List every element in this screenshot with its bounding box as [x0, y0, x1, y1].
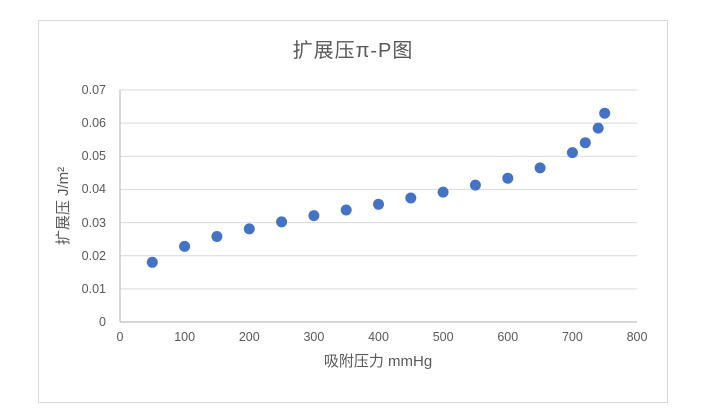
data-point	[599, 107, 611, 119]
data-point	[469, 179, 481, 191]
data-point	[437, 186, 449, 198]
y-tick-label: 0.04	[81, 182, 106, 197]
y-tick-label: 0.06	[81, 116, 106, 131]
data-point	[373, 198, 384, 210]
data-point	[579, 137, 591, 149]
x-tick-label: 600	[497, 330, 519, 344]
x-tick-label: 400	[368, 330, 389, 344]
data-point	[405, 192, 417, 204]
x-tick-label: 700	[561, 330, 583, 344]
data-point	[179, 240, 191, 252]
data-point	[340, 204, 352, 216]
x-tick-label: 100	[174, 330, 196, 344]
data-point	[243, 223, 255, 235]
y-tick-label: 0.03	[81, 215, 106, 230]
x-tick-label: 0	[116, 330, 124, 344]
data-point	[534, 162, 546, 174]
x-tick-label: 800	[626, 330, 648, 344]
y-tick-label: 0.07	[81, 83, 106, 97]
y-tick-label: 0.01	[81, 281, 106, 296]
data-point	[211, 231, 223, 242]
chart-title: 扩展压π-P图	[292, 40, 414, 62]
y-tick-label: 0.05	[81, 149, 106, 164]
chart-area-border	[38, 20, 668, 403]
data-point	[592, 122, 604, 134]
x-tick-label: 500	[432, 330, 454, 344]
x-axis-title: 吸附压力 mmHg	[323, 353, 433, 370]
y-tick-label: 0.02	[81, 248, 106, 263]
y-tick-label: 0	[99, 315, 106, 329]
data-point	[502, 172, 514, 184]
x-tick-label: 300	[303, 330, 325, 344]
data-point	[146, 256, 158, 268]
y-axis-title: 扩展压 J/m²	[55, 166, 72, 246]
x-tick-label: 200	[238, 330, 260, 344]
data-point	[566, 147, 578, 159]
data-point	[276, 216, 288, 228]
data-point	[308, 210, 320, 222]
